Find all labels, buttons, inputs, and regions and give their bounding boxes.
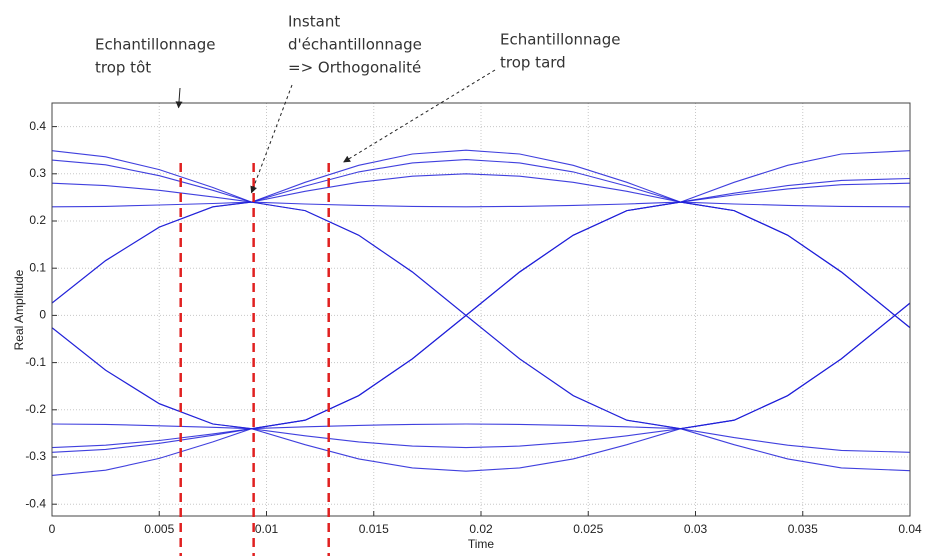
y-tick-label: 0.4	[29, 119, 46, 133]
annotation-text: trop tôt	[95, 59, 151, 77]
eye-trace	[51, 159, 911, 329]
y-tick-label: -0.1	[25, 355, 46, 369]
y-tick-label: 0.1	[29, 260, 46, 274]
y-axis-label: Real Amplitude	[12, 269, 26, 350]
x-tick-label: 0	[49, 522, 56, 536]
x-axis-label: Time	[468, 537, 495, 551]
annotation-text: Instant	[288, 13, 340, 31]
annotation-text: d'échantillonnage	[288, 36, 422, 54]
annotation-arrow	[175, 87, 183, 109]
annotation-text: Echantillonnage	[500, 31, 620, 49]
x-tick-label: 0.01	[255, 522, 279, 536]
x-tick-label: 0.02	[469, 522, 493, 536]
annotation-arrow	[250, 84, 293, 194]
eye-trace	[51, 159, 911, 203]
y-tick-label: 0	[39, 308, 46, 322]
y-tick-label: -0.4	[25, 496, 46, 510]
y-tick-label: -0.3	[25, 449, 46, 463]
annotation-text: Echantillonnage	[95, 36, 215, 54]
y-tick-label: 0.3	[29, 166, 46, 180]
annotation-text: => Orthogonalité	[288, 59, 421, 77]
eye-trace	[51, 201, 911, 208]
plot-frame	[51, 102, 911, 517]
x-tick-label: 0.005	[144, 522, 174, 536]
x-tick-label: 0.015	[359, 522, 389, 536]
y-tick-label: -0.2	[25, 402, 46, 416]
x-tick-label: 0.035	[788, 522, 818, 536]
y-tick-label: 0.2	[29, 213, 46, 227]
annotation-text: trop tard	[500, 54, 566, 72]
x-tick-label: 0.04	[898, 522, 922, 536]
x-tick-label: 0.025	[573, 522, 603, 536]
x-tick-label: 0.03	[684, 522, 708, 536]
eye-trace	[51, 177, 911, 449]
eye-trace	[51, 428, 911, 476]
